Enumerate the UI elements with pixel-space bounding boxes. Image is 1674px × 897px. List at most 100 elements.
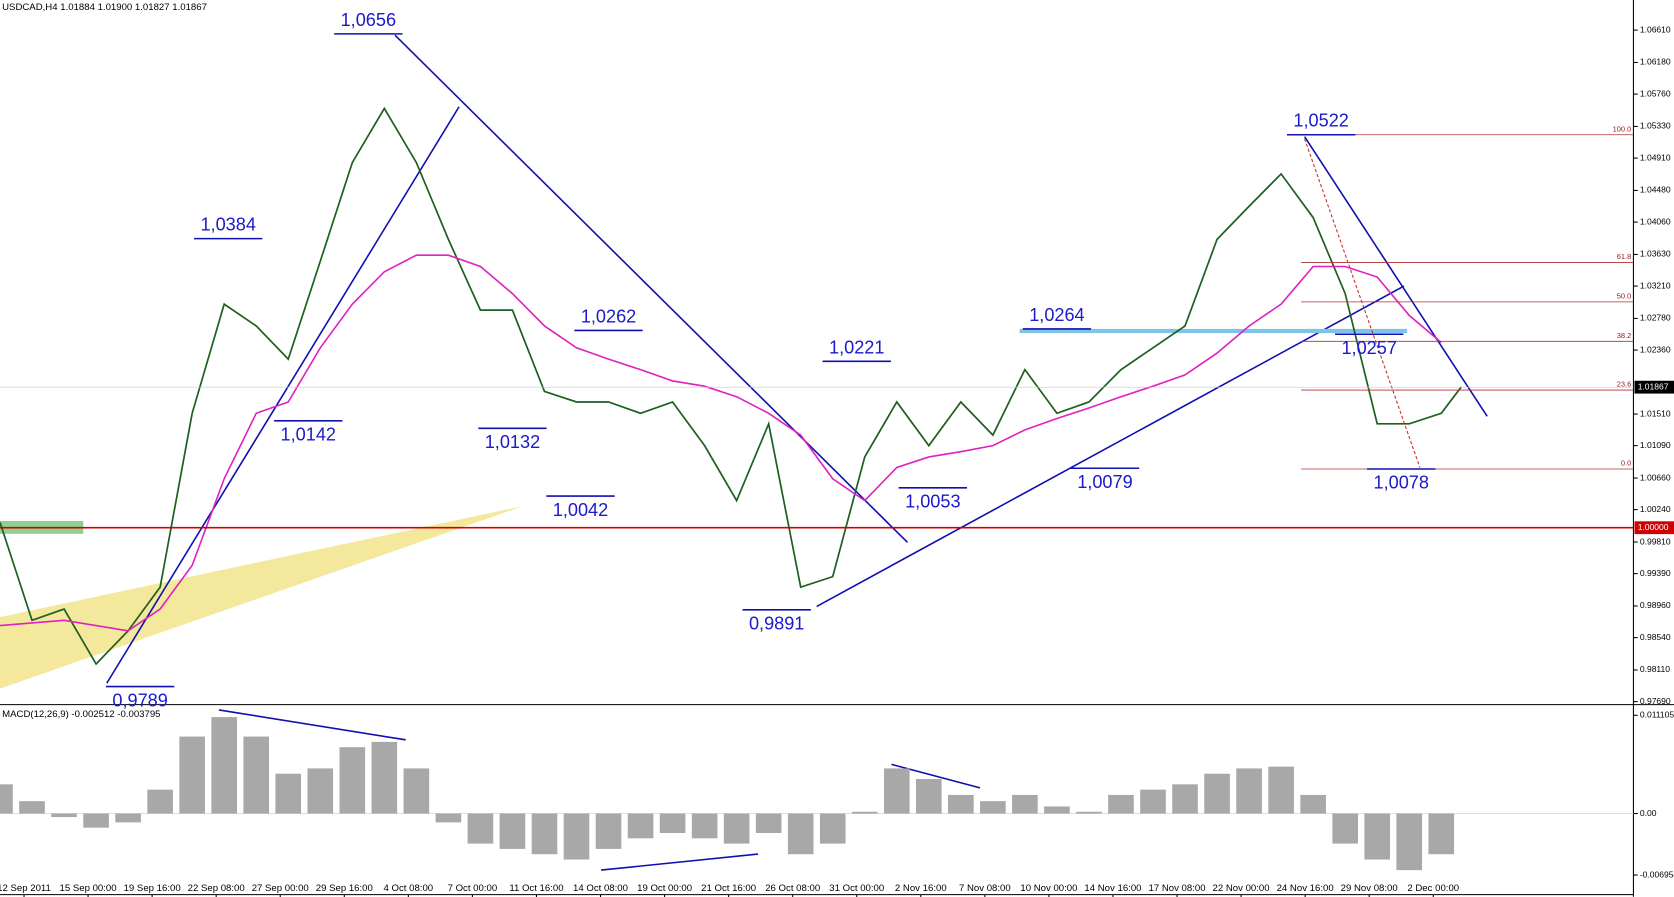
macd-bar [1172, 784, 1198, 814]
last-price-label: 1.01867 [1638, 381, 1669, 391]
macd-bar [627, 813, 654, 839]
y-tick-label: 0.98110 [1640, 664, 1670, 674]
x-tick-label: 24 Nov 16:00 [1277, 883, 1334, 894]
x-tick-label: 15 Sep 00:00 [60, 883, 117, 894]
macd-bar [211, 717, 238, 814]
x-tick-label: 19 Oct 00:00 [637, 883, 692, 894]
macd-bar [851, 811, 878, 814]
macd-bar [51, 813, 77, 818]
price-annotation: 1,0384 [200, 215, 255, 235]
x-tick-label: 27 Sep 00:00 [252, 883, 309, 894]
x-tick-label: 2 Nov 16:00 [895, 883, 947, 894]
x-tick-label: 10 Nov 00:00 [1020, 883, 1077, 894]
y-tick-label: 0.011105 [1640, 710, 1674, 720]
y-tick-label: 0.98540 [1640, 632, 1671, 642]
price-annotation: 1,0264 [1029, 305, 1084, 325]
chart-title: USDCAD,H4 1.01884 1.01900 1.01827 1.0186… [2, 2, 207, 13]
price-annotation: 1,0221 [829, 337, 884, 357]
y-tick-label: 1.01090 [1640, 440, 1671, 450]
macd-bar [371, 741, 398, 814]
price-annotation: 1,0257 [1341, 338, 1396, 358]
level-label: 1.00000 [1638, 522, 1669, 532]
macd-bar [659, 813, 686, 833]
y-tick-label: 1.04060 [1640, 216, 1671, 226]
x-tick-label: 26 Oct 08:00 [765, 883, 820, 894]
y-tick-label: 1.02360 [1640, 344, 1671, 354]
x-tick-label: 19 Sep 16:00 [124, 883, 181, 894]
price-annotation: 1,0262 [581, 306, 636, 326]
macd-bar [1236, 768, 1262, 814]
x-tick-label: 2 Dec 00:00 [1407, 883, 1459, 894]
macd-bar [691, 813, 718, 839]
price-annotation: 1,0078 [1374, 473, 1429, 493]
macd-bar [179, 736, 205, 814]
price-annotation: 1,0042 [553, 500, 608, 520]
y-tick-label: 1.00240 [1640, 504, 1671, 514]
price-annotation: 1,0132 [485, 432, 540, 452]
macd-bar [948, 794, 974, 814]
macd-bar [339, 747, 366, 814]
macd-bar [1364, 813, 1391, 860]
fib-trend [1304, 138, 1421, 468]
macd-bar [403, 768, 430, 814]
trendline [816, 285, 1405, 608]
price-annotation: 1,0079 [1077, 472, 1132, 492]
x-tick-label: 7 Oct 00:00 [448, 883, 498, 894]
macd-title: MACD(12,26,9) -0.002512 -0.003795 [2, 709, 160, 720]
macd-bar [83, 813, 109, 828]
trendline [106, 106, 460, 684]
macd-bar [467, 813, 494, 844]
macd-bar [883, 768, 910, 814]
macd-bar [1044, 806, 1070, 814]
x-tick-label: 11 Oct 16:00 [509, 883, 563, 894]
price-annotation: 1,0656 [341, 10, 396, 30]
x-tick-label: 21 Oct 16:00 [701, 883, 756, 894]
macd-bar [755, 813, 782, 833]
macd-bar [1332, 813, 1358, 844]
fib-label: 50.0 [1617, 292, 1632, 301]
divergence-line [891, 763, 981, 789]
macd-bar [563, 813, 590, 860]
macd-bar [0, 784, 13, 814]
x-tick-label: 14 Oct 08:00 [573, 883, 628, 894]
macd-bar [531, 813, 558, 855]
price-line [0, 254, 1442, 632]
macd-bar [819, 813, 846, 844]
x-tick-label: 4 Oct 08:00 [384, 883, 434, 894]
y-tick-label: 0.00 [1640, 808, 1657, 818]
macd-bar [980, 801, 1006, 814]
price-annotation: 0,9891 [749, 614, 804, 634]
y-tick-label: 1.00660 [1640, 472, 1671, 482]
y-tick-label: -0.006954 [1640, 869, 1674, 879]
macd-bar [787, 813, 814, 855]
price-line [0, 106, 1462, 666]
y-tick-label: 1.04480 [1640, 185, 1671, 195]
macd-bar [595, 813, 622, 849]
y-tick-label: 1.03210 [1640, 280, 1671, 290]
fib-label: 0.0 [1621, 459, 1631, 468]
macd-bar [435, 813, 462, 823]
macd-bar [1396, 813, 1423, 871]
y-tick-label: 0.99810 [1640, 536, 1671, 546]
level-box [1634, 521, 1674, 535]
x-tick-label: 31 Oct 00:00 [829, 883, 884, 894]
macd-bar [1300, 794, 1326, 814]
y-tick-label: 1.06610 [1640, 24, 1671, 34]
fib-label: 23.6 [1617, 380, 1632, 389]
macd-bar [916, 779, 942, 814]
macd-bar [275, 773, 302, 814]
y-tick-label: 1.03630 [1640, 249, 1671, 259]
macd-bar [1204, 773, 1230, 814]
last-price-box [1634, 380, 1674, 394]
macd-bar [19, 801, 45, 814]
x-tick-label: 14 Nov 16:00 [1084, 883, 1141, 894]
macd-bar [307, 768, 334, 814]
divergence-line [218, 709, 406, 741]
price-annotation: 1,0053 [905, 492, 960, 512]
x-tick-label: 29 Sep 16:00 [316, 883, 373, 894]
y-tick-label: 0.97690 [1640, 696, 1671, 706]
price-annotation: 1,0142 [281, 425, 336, 445]
y-tick-label: 1.06180 [1640, 57, 1671, 67]
